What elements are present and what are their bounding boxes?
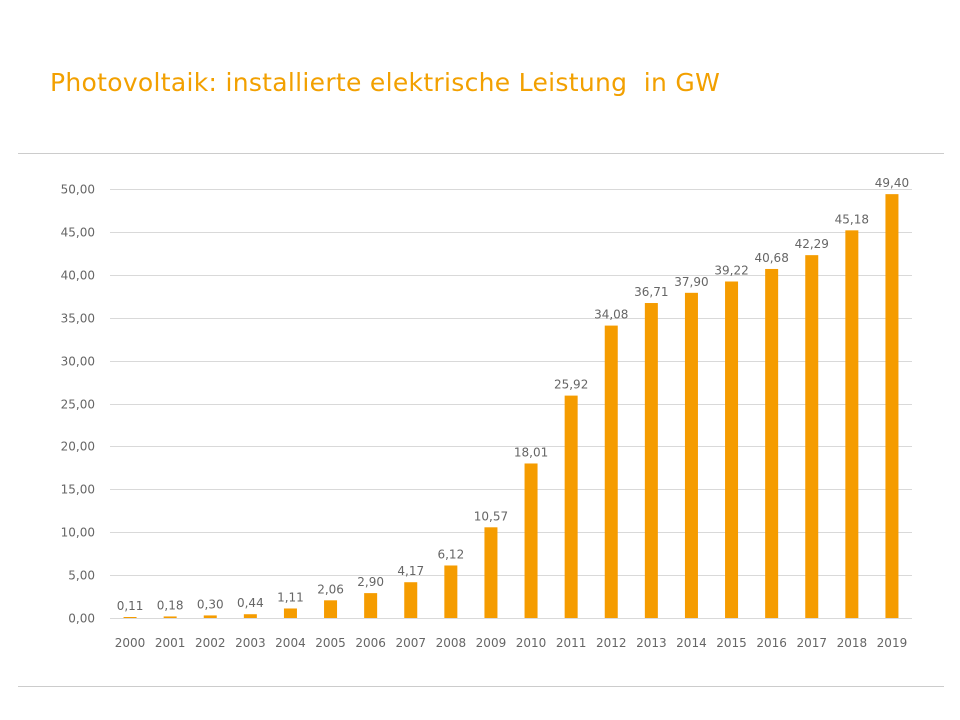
bar [845, 230, 859, 619]
data-label: 0,30 [197, 597, 224, 611]
bar [604, 325, 618, 618]
data-label: 4,17 [397, 564, 424, 578]
bar [364, 593, 378, 618]
data-label: 18,01 [514, 445, 548, 459]
x-tick-label: 2019 [877, 636, 908, 650]
x-tick-label: 2000 [115, 636, 146, 650]
x-tick-label: 2010 [516, 636, 547, 650]
bar [123, 617, 137, 618]
y-tick-label: 10,00 [61, 526, 95, 540]
data-label: 1,11 [277, 590, 304, 604]
bar [564, 395, 578, 618]
data-label: 10,57 [474, 509, 508, 523]
data-label: 6,12 [437, 547, 464, 561]
y-tick-label: 40,00 [61, 269, 95, 283]
data-label: 34,08 [594, 308, 628, 322]
data-label: 49,40 [875, 176, 909, 190]
y-tick-label: 30,00 [61, 355, 95, 369]
x-tick-label: 2013 [636, 636, 667, 650]
y-tick-label: 35,00 [61, 312, 95, 326]
bottom-divider [18, 686, 944, 687]
x-tick-label: 2002 [195, 636, 226, 650]
bar [243, 614, 257, 618]
bar [885, 194, 899, 618]
y-tick-label: 5,00 [68, 569, 95, 583]
x-tick-label: 2009 [476, 636, 507, 650]
x-tick-label: 2008 [436, 636, 467, 650]
chart-title: Photovoltaik: installierte elektrische L… [50, 68, 721, 97]
y-axis-ticks: 0,00 5,00 10,00 15,00 20,00 25,00 30,00 35,00 40… [61, 183, 95, 626]
bar [725, 281, 739, 618]
bar [765, 268, 779, 618]
data-label: 40,68 [754, 251, 788, 265]
bar [163, 616, 177, 618]
bar [283, 608, 297, 618]
x-tick-label: 2004 [275, 636, 306, 650]
bar [404, 582, 418, 618]
bar [805, 255, 819, 618]
x-tick-label: 2015 [716, 636, 747, 650]
x-tick-label: 2014 [676, 636, 707, 650]
x-tick-label: 2001 [155, 636, 186, 650]
y-tick-label: 50,00 [61, 183, 95, 197]
y-tick-label: 0,00 [68, 612, 95, 626]
x-tick-label: 2007 [395, 636, 426, 650]
bar [524, 463, 538, 618]
data-label: 42,29 [795, 237, 829, 251]
data-label: 39,22 [714, 263, 748, 277]
bar [324, 600, 338, 618]
gridlines [110, 189, 912, 619]
x-tick-label: 2003 [235, 636, 266, 650]
x-axis-ticks: 2000 2001 2002 2003 2004 2005 2006 2007 2008 2009… [115, 636, 907, 650]
y-tick-label: 15,00 [61, 483, 95, 497]
bars [123, 194, 899, 619]
bar [644, 303, 658, 618]
bar [684, 292, 698, 618]
data-label: 0,11 [117, 599, 144, 613]
x-tick-label: 2018 [837, 636, 868, 650]
x-tick-label: 2016 [756, 636, 787, 650]
y-tick-label: 20,00 [61, 440, 95, 454]
y-tick-label: 25,00 [61, 398, 95, 412]
x-tick-label: 2005 [315, 636, 346, 650]
data-label: 36,71 [634, 285, 668, 299]
data-label: 0,44 [237, 596, 264, 610]
y-tick-label: 45,00 [61, 226, 95, 240]
bar [203, 615, 217, 618]
data-label: 2,06 [317, 582, 344, 596]
data-label: 2,90 [357, 575, 384, 589]
data-label: 0,18 [157, 598, 184, 612]
x-tick-label: 2011 [556, 636, 587, 650]
bar [484, 527, 498, 618]
x-tick-label: 2006 [355, 636, 386, 650]
data-label: 45,18 [835, 212, 869, 226]
x-tick-label: 2012 [596, 636, 627, 650]
bar [444, 565, 458, 618]
data-label: 25,92 [554, 378, 588, 392]
data-label: 37,90 [674, 275, 708, 289]
top-divider [18, 153, 944, 154]
x-tick-label: 2017 [796, 636, 827, 650]
data-labels: 0,11 0,18 0,30 0,44 1,11 2,06 2,90 4,17 6,12 10,5… [117, 176, 909, 613]
